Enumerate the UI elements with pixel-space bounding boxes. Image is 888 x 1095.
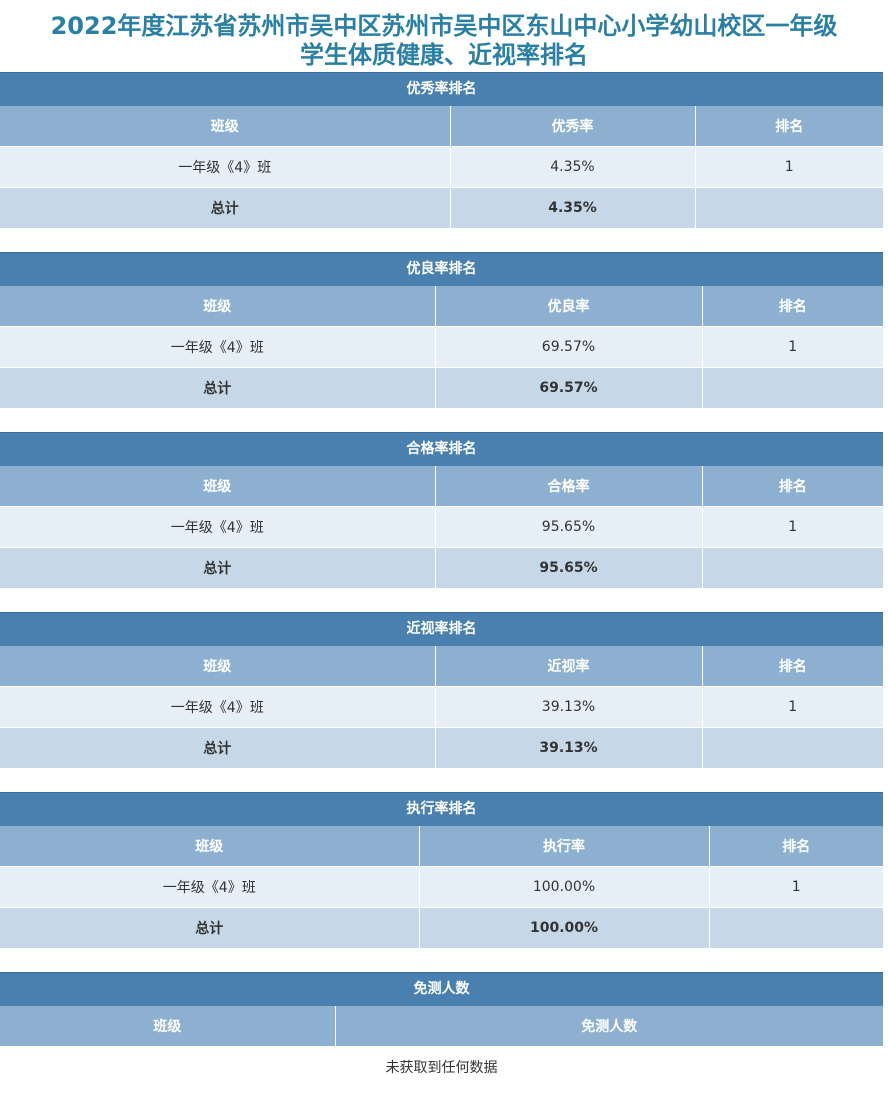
title-line-1: 2022年度江苏省苏州市吴中区苏州市吴中区东山中心小学幼山校区一年级: [50, 12, 838, 40]
rank-cell: 1: [702, 686, 883, 728]
class-cell: 一年级《4》班: [0, 686, 436, 728]
column-header-rate: 执行率: [419, 826, 710, 867]
class-cell: 一年级《4》班: [0, 866, 420, 908]
column-header-rate: 近视率: [435, 646, 703, 687]
total-row: 总计 100.00%: [0, 907, 883, 949]
total-label: 总计: [0, 907, 420, 949]
section-header: 执行率排名: [0, 792, 883, 826]
myopia-rate-section: 近视率排名 班级 近视率 排名 一年级《4》班 39.13% 1 总计 39.1…: [0, 612, 883, 769]
column-header-class: 班级: [0, 106, 451, 147]
column-header-rate: 优良率: [435, 286, 703, 327]
column-header-class: 班级: [0, 466, 436, 507]
rank-cell: 1: [702, 506, 883, 548]
section-header: 近视率排名: [0, 612, 883, 646]
table-row: 一年级《4》班 4.35% 1: [0, 146, 883, 188]
column-header-rank: 排名: [709, 826, 883, 867]
total-label: 总计: [0, 187, 451, 229]
table-row: 一年级《4》班 69.57% 1: [0, 326, 883, 368]
column-header-class: 班级: [0, 646, 436, 687]
total-row: 总计 69.57%: [0, 367, 883, 409]
execution-rate-section: 执行率排名 班级 执行率 排名 一年级《4》班 100.00% 1 总计 100…: [0, 792, 883, 949]
total-rate: 39.13%: [435, 727, 703, 769]
rank-cell: 1: [695, 146, 883, 188]
section-header: 优秀率排名: [0, 72, 883, 106]
column-header-class: 班级: [0, 1006, 336, 1047]
class-cell: 一年级《4》班: [0, 146, 451, 188]
column-header-rank: 排名: [702, 286, 883, 327]
column-header-exempt-count: 免测人数: [335, 1006, 883, 1047]
total-rank: [702, 727, 883, 769]
class-cell: 一年级《4》班: [0, 506, 436, 548]
total-rank: [709, 907, 883, 949]
rate-cell: 100.00%: [419, 866, 710, 908]
table-row: 一年级《4》班 95.65% 1: [0, 506, 883, 548]
class-cell: 一年级《4》班: [0, 326, 436, 368]
column-header-class: 班级: [0, 286, 436, 327]
rate-cell: 69.57%: [435, 326, 703, 368]
total-label: 总计: [0, 727, 436, 769]
total-rate: 4.35%: [450, 187, 696, 229]
total-row: 总计 95.65%: [0, 547, 883, 589]
empty-message: 未获取到任何数据: [0, 1046, 883, 1088]
total-rate: 69.57%: [435, 367, 703, 409]
total-rate: 100.00%: [419, 907, 710, 949]
total-row: 总计 39.13%: [0, 727, 883, 769]
title-line-2: 学生体质健康、近视率排名: [300, 41, 588, 69]
column-header-rate: 合格率: [435, 466, 703, 507]
pass-rate-section: 合格率排名 班级 合格率 排名 一年级《4》班 95.65% 1 总计 95.6…: [0, 432, 883, 589]
total-rate: 95.65%: [435, 547, 703, 589]
column-header-rate: 优秀率: [450, 106, 696, 147]
rate-cell: 39.13%: [435, 686, 703, 728]
total-label: 总计: [0, 547, 436, 589]
total-rank: [702, 367, 883, 409]
ranking-table: 班级 执行率 排名 一年级《4》班 100.00% 1 总计 100.00%: [0, 826, 883, 949]
good-rate-section: 优良率排名 班级 优良率 排名 一年级《4》班 69.57% 1 总计 69.5…: [0, 252, 883, 409]
page-title: 2022年度江苏省苏州市吴中区苏州市吴中区东山中心小学幼山校区一年级 学生体质健…: [0, 0, 888, 72]
table-row: 一年级《4》班 100.00% 1: [0, 866, 883, 908]
column-header-rank: 排名: [702, 466, 883, 507]
total-rank: [702, 547, 883, 589]
section-header: 免测人数: [0, 972, 883, 1006]
rank-cell: 1: [709, 866, 883, 908]
empty-row: 未获取到任何数据: [0, 1046, 883, 1088]
column-header-rank: 排名: [702, 646, 883, 687]
exempt-count-section: 免测人数 班级 免测人数 未获取到任何数据: [0, 972, 883, 1088]
rate-cell: 95.65%: [435, 506, 703, 548]
excellent-rate-section: 优秀率排名 班级 优秀率 排名 一年级《4》班 4.35% 1 总计 4.35%: [0, 72, 883, 229]
section-header: 优良率排名: [0, 252, 883, 286]
ranking-table: 班级 合格率 排名 一年级《4》班 95.65% 1 总计 95.65%: [0, 466, 883, 589]
total-label: 总计: [0, 367, 436, 409]
table-row: 一年级《4》班 39.13% 1: [0, 686, 883, 728]
column-header-class: 班级: [0, 826, 420, 867]
total-row: 总计 4.35%: [0, 187, 883, 229]
ranking-table: 班级 优良率 排名 一年级《4》班 69.57% 1 总计 69.57%: [0, 286, 883, 409]
rate-cell: 4.35%: [450, 146, 696, 188]
column-header-rank: 排名: [695, 106, 883, 147]
total-rank: [695, 187, 883, 229]
ranking-table: 班级 近视率 排名 一年级《4》班 39.13% 1 总计 39.13%: [0, 646, 883, 769]
section-header: 合格率排名: [0, 432, 883, 466]
exempt-table: 班级 免测人数 未获取到任何数据: [0, 1006, 883, 1088]
ranking-table: 班级 优秀率 排名 一年级《4》班 4.35% 1 总计 4.35%: [0, 106, 883, 229]
rank-cell: 1: [702, 326, 883, 368]
